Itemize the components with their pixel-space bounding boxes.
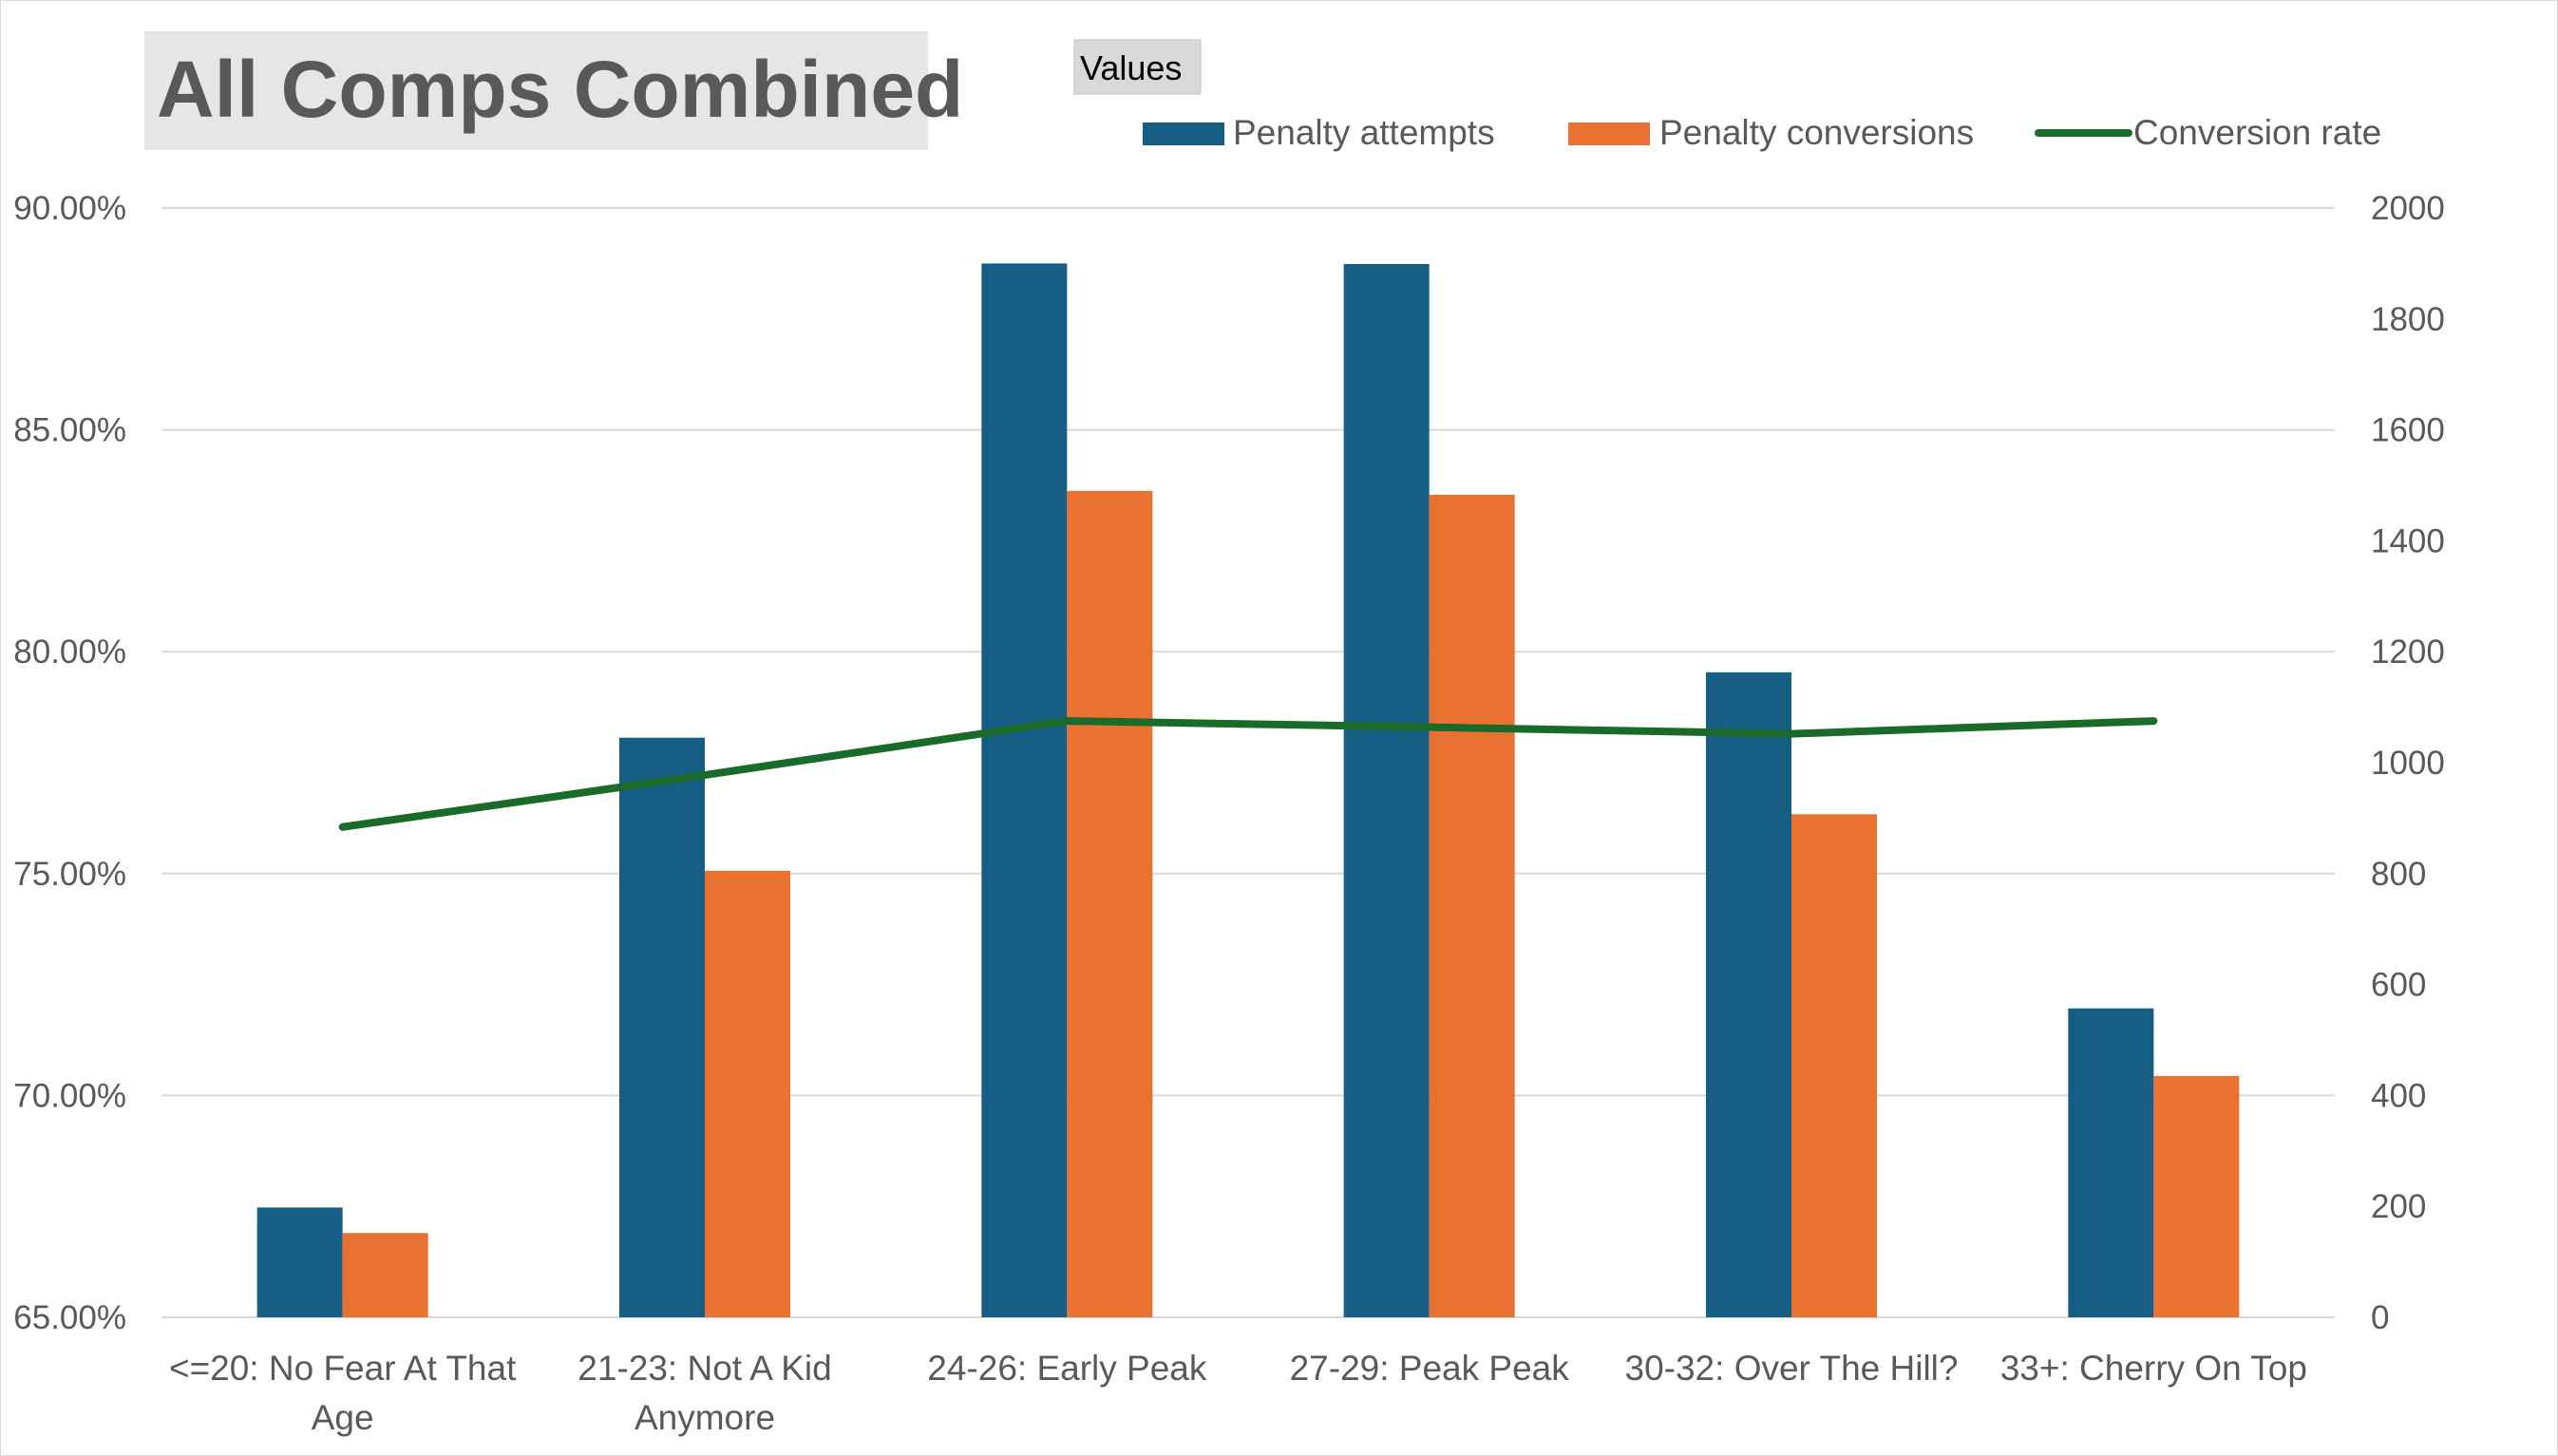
right-axis-tick-label: 600 [2371, 967, 2426, 1004]
left-axis: 65.00% 70.00% 75.00% 80.00% 85.00% 90.00% [13, 190, 126, 1336]
category-label: <=20: No Fear At That Age [169, 1349, 517, 1437]
right-axis-tick-label: 1200 [2371, 633, 2445, 671]
legend-label-penalty-conversions: Penalty conversions [1659, 113, 1974, 152]
right-axis-tick-label: 0 [2371, 1299, 2389, 1336]
legend-item-penalty-attempts[interactable]: Penalty attempts [1143, 113, 1495, 152]
left-axis-tick-label: 65.00% [13, 1299, 126, 1336]
conversion-rate-line-group [338, 717, 2158, 831]
legend-swatch-penalty-conversions [1568, 123, 1650, 145]
left-axis-tick-label: 70.00% [13, 1077, 126, 1114]
legend-title-button[interactable] [1073, 39, 1202, 95]
bars [256, 263, 2240, 1317]
right-axis-tick-label: 1800 [2371, 301, 2445, 338]
bar-penalty-conversions[interactable] [1429, 494, 1515, 1317]
legend: Penalty attempts Penalty conversions Con… [1143, 113, 2381, 152]
bar-penalty-attempts[interactable] [1343, 263, 1430, 1317]
left-axis-tick-label: 75.00% [13, 856, 126, 893]
bar-penalty-conversions[interactable] [705, 870, 790, 1317]
left-axis-tick-label: 80.00% [13, 633, 126, 671]
bar-penalty-attempts[interactable] [256, 1207, 343, 1317]
category-axis: <=20: No Fear At That Age 21-23: Not A Kid… [169, 1349, 2307, 1437]
chart-title: All Comps Combined [157, 45, 963, 134]
chart-title-background [144, 31, 928, 150]
right-axis-tick-label: 800 [2371, 856, 2426, 893]
category-label: 21-23: Not A Kid Anymore [578, 1349, 831, 1437]
category-label: 30-32: Over The Hill? [1625, 1349, 1959, 1388]
category-label: 27-29: Peak Peak [1290, 1349, 1570, 1388]
bar-penalty-attempts[interactable] [619, 737, 705, 1317]
bar-penalty-conversions[interactable] [1067, 490, 1153, 1317]
bar-penalty-attempts[interactable] [981, 263, 1068, 1317]
bar-penalty-conversions[interactable] [2153, 1075, 2240, 1317]
bar-penalty-conversions[interactable] [342, 1233, 428, 1317]
left-axis-tick-label: 85.00% [13, 412, 126, 449]
legend-swatch-penalty-attempts [1143, 123, 1224, 145]
right-axis-tick-label: 200 [2371, 1188, 2426, 1225]
category-label: 24-26: Early Peak [927, 1349, 1207, 1388]
category-label: 33+: Cherry On Top [2000, 1349, 2307, 1388]
bar-penalty-attempts[interactable] [2068, 1008, 2154, 1317]
legend-item-conversion-rate[interactable]: Conversion rate [2035, 113, 2381, 152]
right-axis: 0 200 400 600 800 1000 1200 1400 1600 1800 2000 [2371, 190, 2445, 1336]
legend-label-penalty-attempts: Penalty attempts [1233, 113, 1495, 152]
right-axis-tick-label: 2000 [2371, 190, 2445, 227]
line-conversion-rate[interactable] [338, 717, 2158, 831]
right-axis-tick-label: 1400 [2371, 522, 2445, 559]
right-axis-tick-label: 1600 [2371, 412, 2445, 449]
legend-label-conversion-rate: Conversion rate [2133, 113, 2381, 152]
bar-penalty-attempts[interactable] [1706, 671, 1791, 1317]
legend-title-label: Values [1080, 48, 1182, 87]
right-axis-tick-label: 400 [2371, 1077, 2426, 1114]
legend-item-penalty-conversions[interactable]: Penalty conversions [1568, 113, 1974, 152]
bar-penalty-conversions[interactable] [1791, 814, 1877, 1317]
gridlines [161, 207, 2335, 1318]
left-axis-tick-label: 90.00% [13, 190, 126, 227]
right-axis-tick-label: 1000 [2371, 745, 2445, 782]
